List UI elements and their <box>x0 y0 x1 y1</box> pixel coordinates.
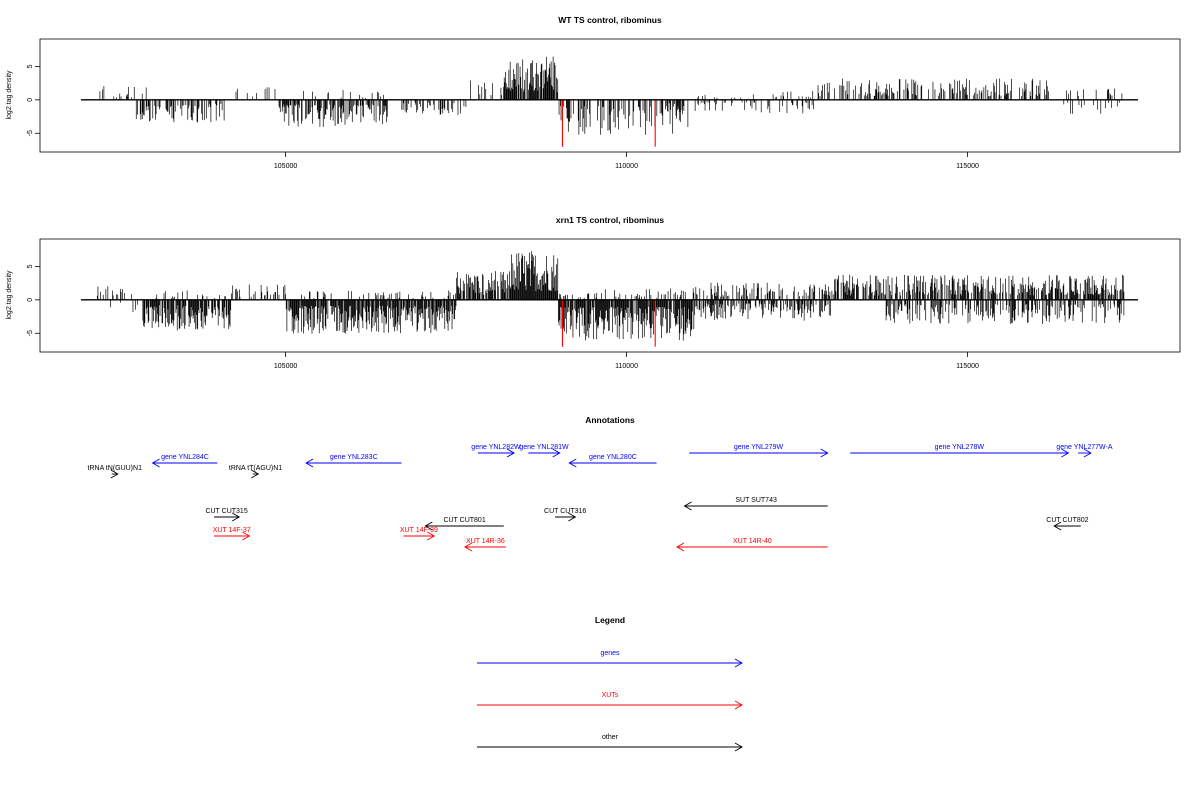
legend-arrow-arrowhead <box>734 742 743 752</box>
feature-arrow-arrowhead <box>424 521 433 531</box>
y-axis-label: log2 tag density <box>6 270 13 320</box>
plot-frame <box>39 238 1181 353</box>
feature-annotation: XUT 14F-37 <box>213 527 251 541</box>
panel-title: WT TS control, ribominus <box>558 15 662 25</box>
legend-label: XUTs <box>602 692 619 699</box>
feature-label: CUT CUT802 <box>1046 517 1088 524</box>
feature-annotation: gene YNL282W <box>471 444 521 458</box>
feature-arrow-arrowhead <box>506 448 515 458</box>
legend-entries: genes XUTs other <box>477 650 743 752</box>
feature-arrow-arrowhead <box>110 469 119 479</box>
y-tick-label: 5 <box>27 264 34 268</box>
feature-arrow-arrowhead <box>1061 448 1070 458</box>
feature-annotation: CUT CUT315 <box>205 508 248 522</box>
feature-arrow-arrowhead <box>676 542 685 552</box>
legend-entry-xuts: XUTs <box>477 692 743 710</box>
feature-arrow-arrowhead <box>552 448 561 458</box>
feature-label: gene YNL278W <box>935 444 985 451</box>
feature-label: CUT CUT316 <box>544 508 586 515</box>
feature-annotation: gene YNL281W <box>519 444 569 458</box>
feature-annotation: gene YNL278W <box>850 444 1070 458</box>
legend-arrow-arrowhead <box>734 700 743 710</box>
x-tick-label: 110000 <box>615 163 638 170</box>
feature-arrow-arrowhead <box>464 542 473 552</box>
feature-arrow-arrowhead <box>568 458 577 468</box>
feature-annotation: gene YNL284C <box>151 454 218 468</box>
x-tick-label: 105000 <box>274 363 297 370</box>
plot-frame <box>39 38 1181 153</box>
feature-label: CUT CUT801 <box>443 517 485 524</box>
feature-label: SUT SUT743 <box>735 497 777 504</box>
y-tick-label: 0 <box>27 98 34 102</box>
panel-title: xrn1 TS control, ribominus <box>556 215 664 225</box>
xrn1-density-panel: xrn1 TS control, ribominus log2 tag dens… <box>6 215 1181 370</box>
x-tick-label: 105000 <box>274 163 297 170</box>
legend: Legend genes XUTs other <box>477 615 743 752</box>
feature-arrow-arrowhead <box>242 531 251 541</box>
y-tick-label: 0 <box>27 298 34 302</box>
feature-arrow-arrowhead <box>820 448 829 458</box>
feature-label: XUT 14R-36 <box>466 538 505 545</box>
annotations-track: Annotations gene YNL284C gene YNL283C gene… <box>88 415 1113 552</box>
legend-label: other <box>602 734 619 741</box>
feature-label: XUT 14R-40 <box>733 538 772 545</box>
feature-annotation: XUT 14R-40 <box>676 538 828 552</box>
feature-label: tRNA tT(AGU)N1 <box>229 465 282 472</box>
feature-annotation: CUT CUT801 <box>424 517 504 531</box>
feature-label: gene YNL280C <box>589 454 637 461</box>
feature-arrow-arrowhead <box>683 501 692 511</box>
feature-label: gene YNL282W <box>471 444 521 451</box>
annotations-title: Annotations <box>585 415 635 425</box>
feature-arrow-arrowhead <box>231 512 241 522</box>
x-axis: 105000 110000 115000 <box>274 352 979 370</box>
y-axis: -5 0 5 <box>27 264 40 336</box>
legend-title: Legend <box>595 615 625 625</box>
legend-label: genes <box>600 650 620 657</box>
feature-arrow-arrowhead <box>427 531 436 541</box>
feature-arrow-arrowhead <box>1053 521 1062 531</box>
feature-annotation: gene YNL277W-A <box>1056 444 1113 458</box>
feature-annotation: CUT CUT802 <box>1046 517 1089 531</box>
feature-arrow-arrowhead <box>151 458 160 468</box>
feature-label: XUT 14F-39 <box>400 527 438 534</box>
feature-annotation: SUT SUT743 <box>683 497 828 511</box>
feature-annotation: tRNA tT(AGU)N1 <box>229 465 282 479</box>
legend-entry-genes: genes <box>477 650 743 668</box>
legend-arrow-arrowhead <box>734 658 743 668</box>
y-axis-label: log2 tag density <box>6 70 13 120</box>
feature-annotation: gene YNL283C <box>305 454 402 468</box>
feature-arrow-arrowhead <box>1083 448 1092 458</box>
feature-label: CUT CUT315 <box>205 508 247 515</box>
x-axis: 105000 110000 115000 <box>274 152 979 170</box>
feature-label: gene YNL277W-A <box>1056 444 1112 451</box>
feature-label: gene YNL284C <box>161 454 209 461</box>
x-tick-label: 110000 <box>615 363 638 370</box>
x-tick-label: 115000 <box>956 163 979 170</box>
feature-annotation: XUT 14R-36 <box>464 538 506 552</box>
feature-annotation: XUT 14F-39 <box>400 527 438 541</box>
feature-arrow-arrowhead <box>568 512 577 522</box>
feature-annotation: gene YNL279W <box>689 444 829 458</box>
bar-series <box>81 56 1138 147</box>
feature-label: gene YNL279W <box>734 444 784 451</box>
feature-annotation: tRNA tN(GUU)N1 <box>88 465 143 479</box>
y-axis: -5 0 5 <box>27 64 40 136</box>
feature-arrow-arrowhead <box>305 458 314 468</box>
feature-label: gene YNL283C <box>330 454 378 461</box>
x-tick-label: 115000 <box>956 363 979 370</box>
y-tick-label: -5 <box>27 130 34 136</box>
legend-entry-other: other <box>477 734 743 752</box>
feature-annotation: gene YNL280C <box>568 454 657 468</box>
y-tick-label: 5 <box>27 64 34 68</box>
feature-label: XUT 14F-37 <box>213 527 251 534</box>
bar-series <box>81 251 1138 347</box>
feature-label: tRNA tN(GUU)N1 <box>88 465 143 472</box>
feature-label: gene YNL281W <box>519 444 569 451</box>
feature-annotation: CUT CUT316 <box>544 508 586 522</box>
y-tick-label: -5 <box>27 330 34 336</box>
wt-density-panel: WT TS control, ribominus log2 tag densit… <box>6 15 1181 170</box>
feature-arrow-arrowhead <box>251 469 260 479</box>
